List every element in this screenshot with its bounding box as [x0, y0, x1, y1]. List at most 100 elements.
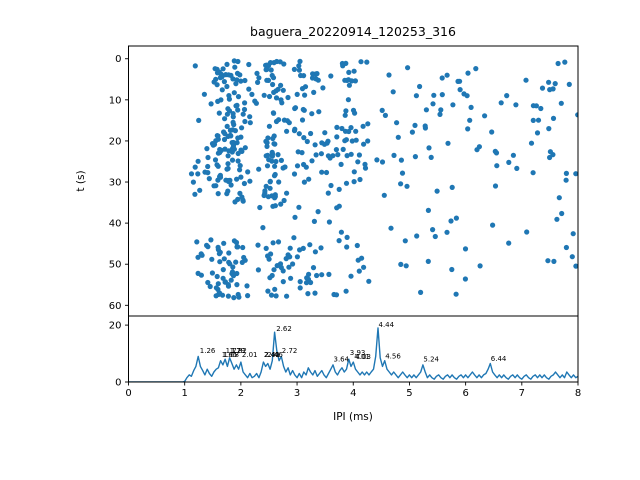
scatter-point	[312, 290, 318, 296]
scatter-point	[294, 254, 300, 260]
scatter-point	[221, 79, 227, 85]
scatter-point	[234, 282, 240, 288]
scatter-point	[326, 219, 332, 225]
scatter-point	[244, 283, 250, 289]
scatter-point	[192, 164, 198, 170]
scatter-point	[264, 66, 270, 72]
scatter-point	[221, 240, 227, 246]
scatter-point	[318, 151, 324, 157]
scatter-point	[319, 169, 325, 175]
scatter-point	[265, 194, 271, 200]
scatter-point	[225, 178, 232, 184]
scatter-point	[431, 92, 437, 98]
scatter-point	[426, 145, 432, 151]
scatter-point	[209, 256, 215, 262]
scatter-point	[546, 126, 552, 132]
scatter-point	[230, 264, 236, 270]
scatter-point	[263, 183, 269, 189]
scatter-point	[230, 111, 236, 117]
scatter-point	[539, 85, 546, 91]
ipi-histogram-line	[128, 327, 578, 382]
scatter-point	[217, 174, 223, 180]
scatter-point	[351, 169, 357, 175]
scatter-point	[207, 283, 213, 290]
peak-annotation: 2.01	[242, 351, 258, 359]
scatter-point	[402, 238, 408, 244]
scatter-point	[513, 102, 519, 108]
scatter-point	[365, 121, 371, 127]
scatter-point	[312, 249, 318, 255]
scatter-point	[286, 120, 292, 126]
scatter-point	[261, 192, 267, 199]
scatter-point	[241, 254, 247, 261]
scatter-point	[342, 77, 348, 83]
scatter-point	[346, 128, 352, 135]
scatter-point	[336, 203, 342, 209]
scatter-point	[530, 117, 536, 123]
scatter-point	[260, 225, 266, 231]
scatter-point	[296, 63, 302, 69]
scatter-point	[196, 117, 202, 123]
scatter-point	[225, 161, 231, 167]
scatter-point	[269, 149, 275, 155]
scatter-point	[344, 153, 350, 159]
scatter-point	[205, 154, 211, 161]
scatter-point	[310, 265, 317, 271]
scatter-point	[333, 292, 340, 298]
scatter-point	[333, 147, 339, 153]
scatter-point	[256, 75, 262, 81]
scatter-point	[498, 100, 504, 106]
scatter-point	[308, 130, 314, 137]
scatter-point	[353, 137, 359, 143]
scatter-point	[342, 138, 348, 144]
scatter-point	[321, 141, 328, 147]
scatter-point	[449, 266, 455, 273]
scatter-point	[278, 82, 284, 88]
scatter-point	[204, 242, 210, 248]
scatter-point	[284, 190, 290, 196]
scatter-y-tick-label: 10	[109, 95, 122, 106]
scatter-point	[271, 110, 277, 116]
scatter-point	[270, 75, 277, 81]
scatter-point	[224, 166, 230, 172]
scatter-point	[225, 293, 231, 299]
scatter-point	[339, 125, 345, 132]
scatter-point	[252, 98, 258, 104]
scatter-point	[297, 285, 303, 291]
scatter-point	[271, 89, 277, 95]
scatter-point	[214, 273, 220, 280]
scatter-point	[335, 152, 341, 158]
x-tick-label: 4	[350, 388, 356, 399]
scatter-point	[534, 130, 541, 136]
scatter-point	[274, 263, 280, 269]
scatter-point	[455, 78, 461, 84]
scatter-point	[554, 216, 560, 222]
scatter-point	[315, 209, 321, 215]
scatter-point	[255, 267, 261, 273]
peak-annotation: 4.03	[355, 353, 371, 361]
scatter-point	[297, 58, 303, 64]
scatter-point	[290, 261, 296, 267]
scatter-point	[356, 268, 362, 274]
scatter-point	[439, 75, 445, 81]
plot-title: baguera_20220914_120253_316	[250, 24, 456, 39]
scatter-point	[437, 111, 443, 117]
scatter-point	[468, 104, 474, 110]
scatter-point	[297, 279, 303, 285]
scatter-point	[270, 240, 276, 246]
scatter-point	[575, 112, 578, 118]
scatter-point	[281, 197, 287, 204]
scatter-point	[245, 293, 251, 299]
peak-annotation: 2.46	[267, 351, 283, 359]
scatter-point	[297, 247, 303, 253]
scatter-point	[228, 182, 234, 188]
scatter-point	[235, 244, 241, 250]
scatter-point	[569, 254, 575, 260]
scatter-point	[298, 72, 304, 79]
peak-annotation: 4.44	[379, 321, 395, 329]
scatter-point	[430, 227, 436, 233]
scatter-point	[314, 71, 320, 77]
scatter-point	[192, 191, 198, 197]
scatter-point	[211, 141, 218, 147]
x-tick-label: 6	[462, 388, 468, 399]
